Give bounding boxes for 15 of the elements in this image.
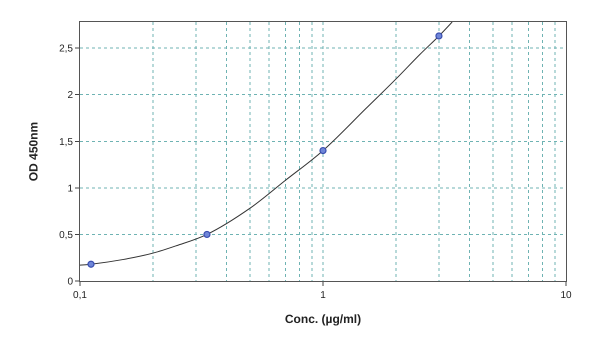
y-tick-label: 0,5 xyxy=(59,230,74,241)
point xyxy=(435,32,443,40)
y-tick-label: 0 xyxy=(67,276,74,288)
y-tick-label: 2,5 xyxy=(59,44,74,55)
point xyxy=(319,146,327,154)
y-tick-label: 1,5 xyxy=(59,136,74,148)
y-axis-title: OD 450nm xyxy=(26,122,40,182)
point xyxy=(87,260,95,268)
x-axis-title: Conc. (µg/ml) xyxy=(284,312,362,326)
y-tick-label: 1 xyxy=(67,183,74,194)
x-tick-label: 1 xyxy=(320,290,326,301)
x-tick-label: 0,1 xyxy=(73,290,88,301)
point xyxy=(203,230,211,238)
x-tick-label: 10 xyxy=(560,290,572,301)
y-tick-label: 2 xyxy=(67,90,74,102)
